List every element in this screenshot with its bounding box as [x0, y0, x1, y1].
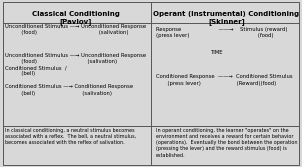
Text: Operant (Instrumental) Conditioning
[Skinner]: Operant (Instrumental) Conditioning [Ski… — [153, 11, 300, 25]
Text: In operant conditioning, the learner "operates" on the
environment and receives : In operant conditioning, the learner "op… — [156, 128, 297, 157]
Text: In classical conditioning, a neutral stimulus becomes
associated with a reflex. : In classical conditioning, a neutral sti… — [5, 128, 136, 145]
Text: Conditioned Response  ——→  Conditioned Stimulus
       (press lever)            : Conditioned Response ——→ Conditioned Sti… — [156, 74, 292, 86]
Text: Unconditioned Stimulus —→ Unconditioned Response
          (food)               : Unconditioned Stimulus —→ Unconditioned … — [5, 24, 146, 35]
Text: Unconditioned Stimulus —→ Unconditioned Response
          (food)               : Unconditioned Stimulus —→ Unconditioned … — [5, 53, 146, 76]
Text: TIME: TIME — [211, 50, 224, 55]
Text: Response                       ——→    Stimulus (reward)
(press lever)           : Response ——→ Stimulus (reward) (press le… — [156, 27, 287, 38]
Text: Classical Conditioning
[Pavlov]: Classical Conditioning [Pavlov] — [32, 11, 119, 25]
Text: Conditioned Stimulus —→ Conditioned Response
          (bell)                   : Conditioned Stimulus —→ Conditioned Resp… — [5, 84, 133, 96]
